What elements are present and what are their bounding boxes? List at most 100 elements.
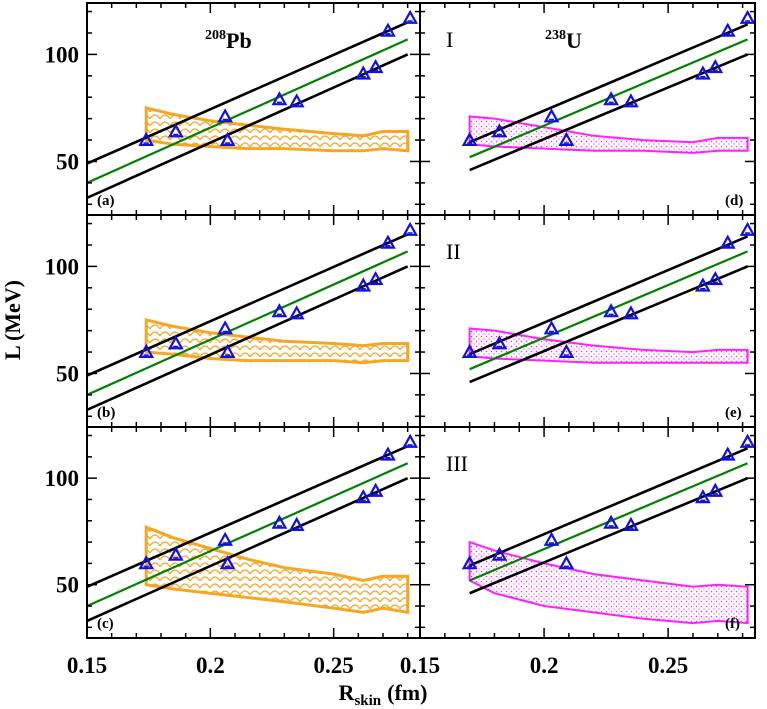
data-point	[138, 343, 155, 358]
panel-label: (b)	[97, 405, 115, 421]
uncertainty-band	[468, 327, 749, 364]
data-point	[367, 270, 384, 286]
data-point	[355, 489, 372, 504]
fit-line-fit	[87, 250, 409, 396]
data-point	[217, 108, 234, 123]
panel-plot-area	[87, 433, 419, 623]
panel-e: (e) II	[419, 214, 756, 428]
fit-line-upper	[87, 233, 409, 377]
uncertainty-band	[144, 317, 410, 365]
panel-frame	[419, 214, 756, 428]
fit-line-upper	[87, 444, 409, 589]
data-point	[402, 221, 419, 236]
data-point	[271, 514, 288, 529]
fit-line-lower	[87, 476, 409, 623]
fit-line-lower	[87, 53, 409, 200]
data-point	[719, 22, 736, 37]
data-point	[402, 433, 419, 448]
x-axis-label-sub: skin	[354, 693, 381, 709]
title-right-element: U	[566, 28, 582, 53]
panel-b: 100 50 (b)	[45, 214, 421, 428]
data-point	[543, 108, 560, 123]
panel-plot-area	[461, 221, 755, 384]
data-point	[367, 482, 384, 497]
data-point	[558, 343, 575, 358]
data-point	[219, 131, 236, 146]
panel-label: (d)	[725, 193, 743, 209]
data-point	[739, 9, 755, 24]
data-point	[543, 320, 560, 335]
panel-d: (d) I	[419, 2, 756, 216]
data-point	[167, 546, 184, 561]
data-point	[719, 234, 736, 249]
panel-label: (e)	[725, 405, 742, 421]
x-tick-label: 0.25	[648, 653, 688, 678]
data-point	[367, 58, 384, 74]
x-tick-label: 0.25	[314, 653, 354, 678]
y-tick-label: 100	[45, 42, 80, 67]
panel-plot-area	[461, 433, 755, 625]
data-point	[707, 482, 724, 497]
panel-frame	[419, 426, 756, 639]
title-left: 208Pb	[205, 28, 252, 53]
fit-line-fit	[87, 38, 409, 184]
data-point	[603, 91, 619, 106]
panel-label: (a)	[97, 193, 115, 209]
data-point	[138, 555, 155, 570]
x-tick-label: 0.15	[67, 653, 107, 678]
data-point	[603, 303, 619, 318]
x-axis-label-unit: (fm)	[387, 680, 427, 705]
panel-label: (f)	[725, 616, 740, 632]
x-axis-label: Rskin (fm)	[339, 680, 428, 709]
data-point	[271, 303, 288, 318]
fit-line-upper	[469, 447, 749, 567]
data-point	[695, 65, 711, 80]
data-point	[217, 320, 234, 335]
y-tick-label: 50	[56, 573, 79, 598]
data-point	[288, 93, 305, 108]
panel-plot-area	[87, 9, 419, 200]
y-tick-label: 50	[56, 149, 79, 174]
data-point	[543, 531, 560, 546]
data-point	[219, 343, 236, 358]
data-point	[217, 531, 234, 546]
data-point	[271, 91, 288, 106]
data-point	[558, 131, 575, 146]
y-tick-label: 50	[56, 361, 79, 386]
data-point	[167, 123, 184, 138]
data-point	[719, 446, 736, 461]
title-right: 238U	[545, 28, 582, 53]
data-point	[603, 514, 619, 529]
y-axis-label: L (MeV)	[0, 280, 25, 360]
uncertainty-band	[144, 105, 410, 153]
data-point	[167, 335, 184, 350]
y-tick-label: 100	[45, 466, 80, 491]
uncertainty-band	[468, 115, 749, 154]
data-point	[491, 546, 508, 561]
panel-c: 100 50 0.15 0.2 0.25 (c)	[45, 426, 421, 678]
panel-plot-area	[461, 9, 755, 172]
data-point	[739, 221, 755, 236]
data-point	[288, 516, 305, 531]
data-point	[380, 22, 396, 37]
title-left-element: Pb	[226, 28, 252, 53]
data-point	[623, 93, 639, 108]
data-point	[355, 277, 372, 292]
data-point	[558, 555, 575, 570]
panel-label: (c)	[97, 616, 114, 632]
uncertainty-band	[468, 540, 749, 625]
title-right-mass: 238	[545, 28, 566, 43]
fit-line-lower	[469, 53, 749, 172]
data-point	[288, 305, 305, 320]
data-point	[623, 305, 639, 320]
title-left-mass: 208	[205, 28, 226, 43]
data-point	[695, 489, 711, 504]
data-point	[380, 234, 396, 249]
panel-roman-label: I	[446, 27, 453, 52]
data-point	[491, 335, 508, 350]
data-point	[219, 555, 236, 570]
fit-line-fit	[87, 462, 409, 608]
panel-roman-label: III	[446, 451, 468, 476]
data-point	[461, 343, 478, 358]
